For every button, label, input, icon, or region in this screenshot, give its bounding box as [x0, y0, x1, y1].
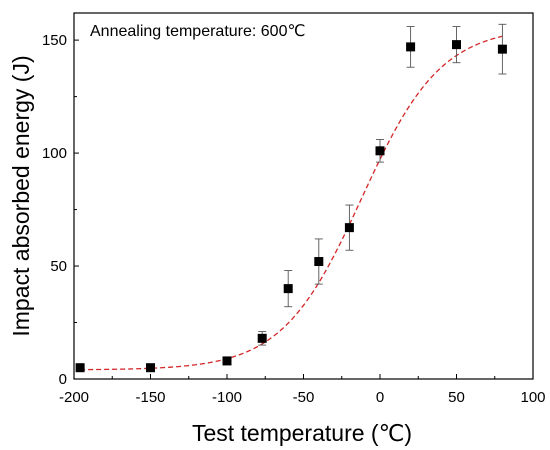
annotation-text: Annealing temperature: 600℃	[90, 23, 305, 40]
data-point	[406, 42, 416, 52]
y-tick-label: 150	[42, 32, 67, 49]
axes	[73, 12, 534, 380]
x-tick-label: 0	[376, 389, 384, 406]
data-point	[497, 44, 507, 54]
y-axis-title: Impact absorbed energy (J)	[8, 55, 34, 336]
x-tick-label: -100	[212, 389, 242, 406]
error-bars	[223, 23, 507, 364]
x-tick-label: -50	[293, 389, 315, 406]
x-axis-title: Test temperature (℃)	[192, 420, 412, 446]
y-tick-label: 0	[59, 371, 67, 388]
ticks: -200 -150 -100 -50 0 50 100 0 50 100 150	[42, 32, 546, 406]
data-point	[146, 363, 155, 373]
data-point	[257, 333, 267, 343]
data-point	[375, 146, 385, 156]
plot-frame	[73, 12, 534, 380]
data-point	[283, 284, 293, 294]
data-point	[452, 40, 461, 50]
x-tick-label: -150	[135, 389, 165, 406]
y-tick-label: 100	[42, 145, 67, 162]
x-tick-label: -200	[59, 389, 89, 406]
data-point	[314, 257, 324, 267]
data-point	[344, 223, 354, 233]
data-point	[75, 363, 85, 373]
data-point	[222, 356, 232, 366]
data-points	[75, 40, 507, 373]
fit-curve	[80, 35, 503, 371]
x-tick-label: 100	[520, 389, 545, 406]
y-tick-label: 50	[50, 258, 67, 275]
x-tick-label: 50	[448, 389, 465, 406]
